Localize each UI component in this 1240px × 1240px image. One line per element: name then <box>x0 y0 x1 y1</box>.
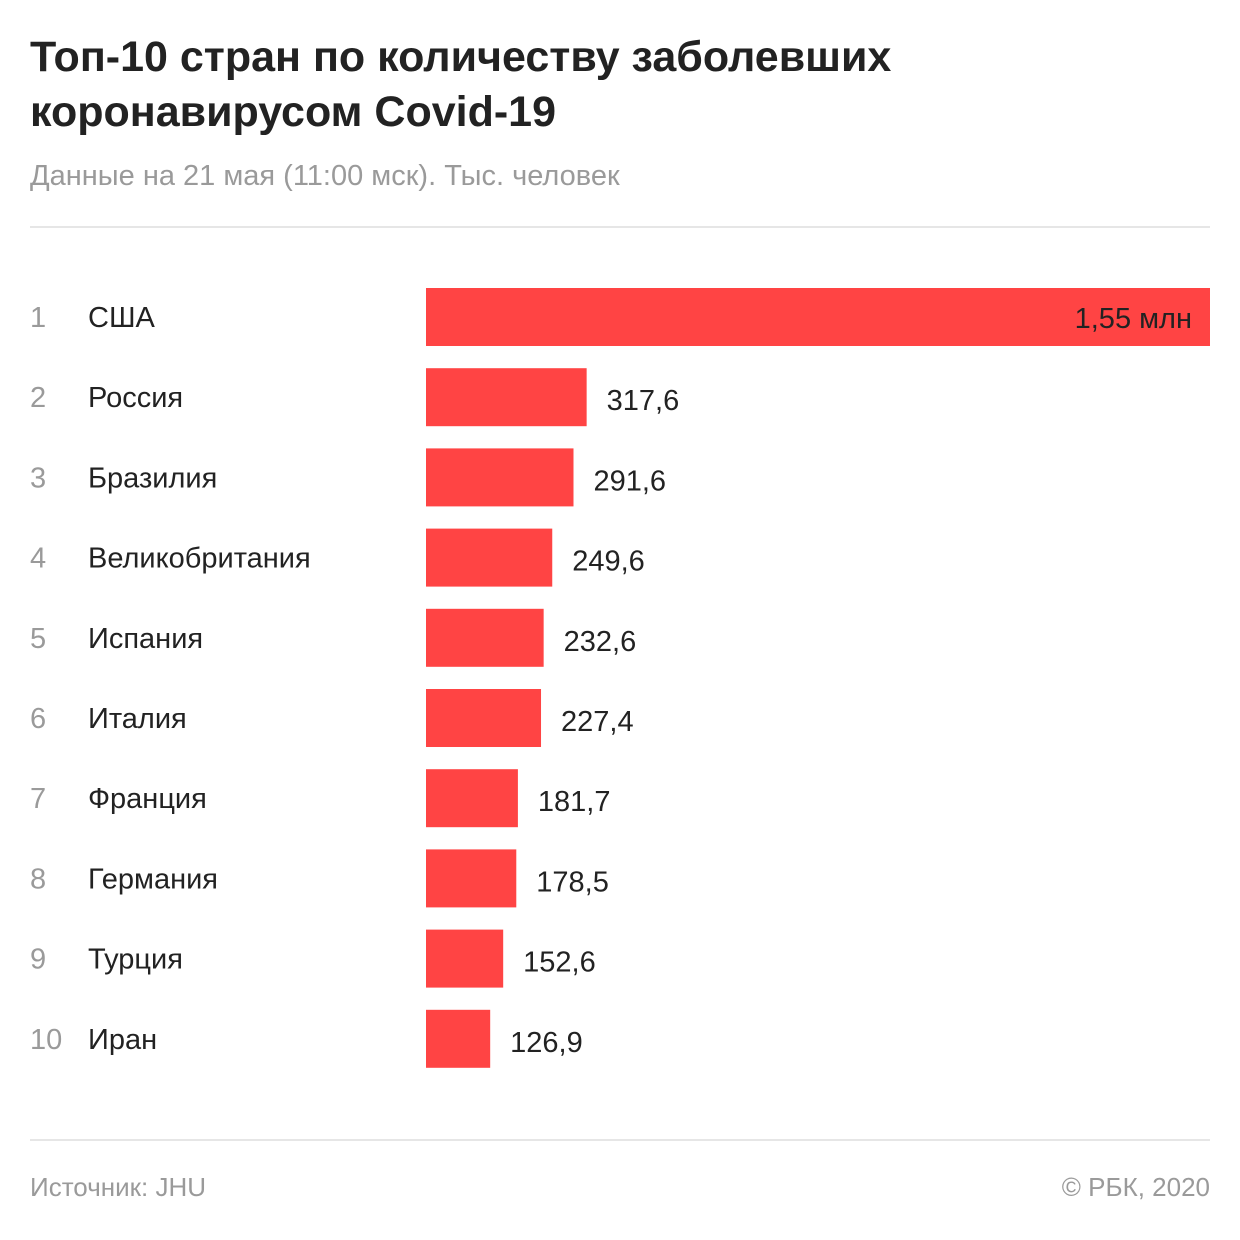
bar <box>426 368 587 427</box>
rank-label: 4 <box>30 543 46 575</box>
chart-subtitle: Данные на 21 мая (11:00 мск). Тыс. челов… <box>30 160 620 192</box>
rank-label: 9 <box>30 944 46 976</box>
bar <box>426 689 542 747</box>
bar <box>426 448 574 507</box>
value-label: 126,9 <box>510 1027 583 1059</box>
bar <box>426 528 553 587</box>
value-label: 181,7 <box>538 786 611 818</box>
country-label: Германия <box>88 863 218 895</box>
country-label: Франция <box>88 783 207 815</box>
bar <box>426 769 518 828</box>
bottom-divider <box>30 1139 1210 1141</box>
country-label: Россия <box>88 382 183 414</box>
top-divider <box>30 226 1210 228</box>
country-label: Испания <box>88 623 203 655</box>
country-label: Иран <box>88 1024 157 1056</box>
bar <box>426 608 544 667</box>
rank-label: 10 <box>30 1024 62 1056</box>
source-note: Источник: JHU <box>30 1172 206 1202</box>
country-label: Турция <box>88 944 183 976</box>
value-label: 178,5 <box>536 866 609 898</box>
bar <box>426 929 504 988</box>
value-label: 1,55 млн <box>1075 303 1192 335</box>
country-label: Великобритания <box>88 543 311 575</box>
country-label: США <box>88 302 156 334</box>
chart-title: Топ-10 стран по количеству заболевших ко… <box>30 33 892 136</box>
rank-label: 8 <box>30 863 46 895</box>
rank-label: 1 <box>30 302 46 334</box>
bar <box>426 849 517 908</box>
bar-chart-svg: 1 США 1,55 млн 2 Россия 317,6 3 Бразилия 291,6 4 В… <box>30 288 1210 1068</box>
value-label: 227,4 <box>561 706 634 738</box>
country-label: Италия <box>88 703 187 735</box>
bar-chart: 1 США 1,55 млн 2 Россия 317,6 3 Бразилия 291,6 4 В… <box>0 270 1240 1090</box>
value-label: 232,6 <box>564 626 637 658</box>
rank-label: 6 <box>30 703 46 735</box>
rank-label: 2 <box>30 382 46 414</box>
rank-label: 5 <box>30 623 46 655</box>
bar <box>426 288 1210 346</box>
value-label: 152,6 <box>523 947 596 979</box>
country-label: Бразилия <box>88 462 217 494</box>
rank-label: 7 <box>30 783 46 815</box>
copyright-note: © РБК, 2020 <box>1061 1172 1210 1202</box>
value-label: 291,6 <box>593 465 666 497</box>
value-label: 249,6 <box>572 546 645 578</box>
rank-label: 3 <box>30 462 46 494</box>
bar <box>426 1009 491 1068</box>
value-label: 317,6 <box>607 385 680 417</box>
